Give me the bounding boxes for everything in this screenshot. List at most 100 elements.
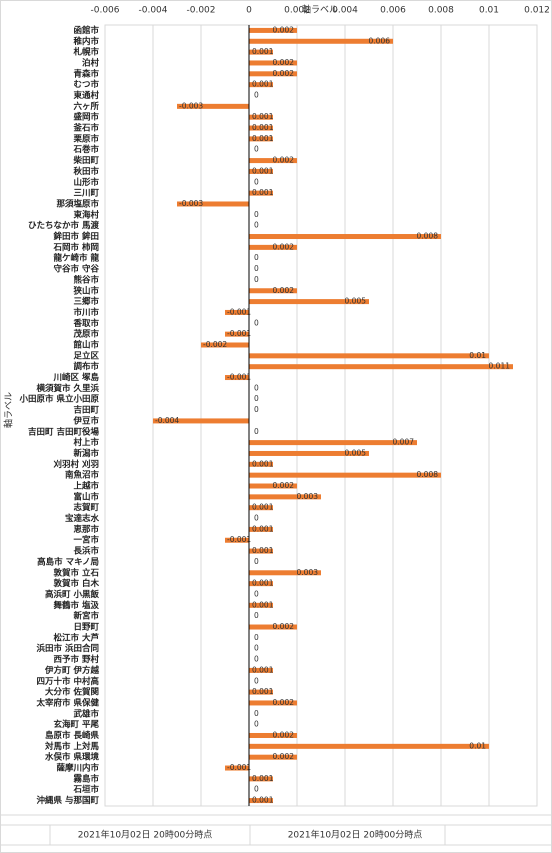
bar: [249, 743, 489, 749]
bar: [225, 309, 249, 315]
y-axis-title: 軸ラベル: [3, 392, 15, 428]
y-tick-label: 西予市 野村: [54, 654, 100, 665]
y-tick-label: 六ヶ所: [73, 101, 99, 112]
value-label: 0: [254, 318, 259, 327]
y-tick-label: 秋田市: [72, 166, 99, 177]
value-label: 0.002: [273, 698, 295, 707]
value-label: 0.001: [252, 600, 274, 609]
y-tick-label: 高島市 マキノ局: [37, 556, 99, 567]
y-tick-label: ひたちなか市 馬渡: [28, 220, 99, 231]
y-tick-label: 新宮市: [73, 611, 99, 622]
value-label: 0.001: [252, 134, 274, 143]
bar: [249, 754, 297, 760]
bar: [249, 71, 297, 77]
bar: [153, 418, 249, 424]
bar: [249, 570, 321, 576]
y-tick-label: 水俣市 県環境: [44, 752, 99, 763]
bar: [225, 765, 249, 771]
y-tick-label: 栗原市: [72, 133, 99, 144]
y-tick-label: 香取市: [72, 318, 99, 329]
y-tick-label: 市川市: [73, 307, 99, 318]
y-tick-label: 玄海町 平尾: [54, 719, 100, 730]
x-tick-label: 0.008: [428, 6, 454, 16]
bar: [249, 624, 297, 630]
bar: [249, 125, 273, 131]
x-tick-label: 0.006: [380, 6, 406, 16]
value-label: 0: [254, 405, 259, 414]
value-label: 0.001: [252, 112, 274, 121]
y-tick-label: 志賀町: [73, 502, 99, 513]
value-label: -0.004: [155, 416, 179, 425]
y-tick-label: 館山市: [72, 339, 99, 350]
x-tick-label: 0.01: [479, 6, 499, 16]
y-tick-label: 稚内市: [73, 36, 99, 47]
value-label: 0: [254, 611, 259, 620]
value-label: 0.002: [273, 242, 295, 251]
y-tick-label: 吉田町: [73, 405, 99, 416]
value-label: 0: [254, 655, 259, 664]
bar: [249, 483, 297, 489]
value-label: 0: [254, 221, 259, 230]
bar: [249, 494, 321, 500]
value-label: -0.001: [227, 763, 251, 772]
y-tick-label: 函館市: [73, 25, 99, 36]
value-label: 0.001: [252, 166, 274, 175]
value-label: -0.003: [179, 101, 203, 110]
bar: [249, 299, 369, 305]
y-tick-label: 守谷市 守谷: [54, 264, 100, 275]
bar: [249, 602, 273, 608]
y-tick-label: 上越市: [73, 481, 99, 492]
value-label: 0: [254, 589, 259, 598]
bar: [249, 526, 273, 532]
y-tick-label: 石岡市 柿岡: [53, 242, 99, 253]
bar: [177, 103, 249, 109]
bar: [249, 168, 273, 174]
value-label: 0: [254, 709, 259, 718]
y-tick-label: 釜石市: [72, 123, 99, 134]
bar: [249, 190, 273, 196]
x-tick-label: 0: [246, 6, 252, 16]
y-tick-label: 沖縄県 与那国町: [37, 795, 100, 806]
value-label: 0: [254, 785, 259, 794]
bar: [249, 82, 273, 88]
value-label: -0.001: [227, 535, 251, 544]
value-label: 0.002: [273, 156, 295, 165]
y-tick-label: 三郷市: [73, 296, 99, 307]
y-tick-label: 霧島市: [72, 773, 99, 784]
value-label: 0.001: [252, 665, 274, 674]
value-label: 0.003: [297, 492, 319, 501]
value-label: 0.002: [273, 622, 295, 631]
value-label: -0.001: [227, 329, 251, 338]
y-tick-label: 東海村: [73, 209, 99, 220]
bar: [177, 201, 249, 207]
y-tick-label: 足立区: [73, 350, 99, 361]
y-tick-label: 四万十市 中村高: [37, 676, 100, 687]
bar: [249, 60, 297, 66]
bar: [249, 689, 273, 695]
y-tick-label: 茂原市: [72, 329, 99, 340]
y-tick-label: 南魚沼市: [65, 470, 100, 481]
y-tick-label: 一宮市: [73, 535, 99, 546]
y-tick-label: 大分市 佐賀関: [45, 687, 99, 698]
value-label: 0: [254, 264, 259, 273]
y-tick-label: 那須塩原市: [56, 198, 99, 209]
bar: [249, 461, 273, 467]
bar: [249, 114, 273, 120]
value-label: 0.006: [369, 36, 391, 45]
y-tick-label: 伊方町 伊方越: [44, 665, 99, 676]
bar: [249, 244, 297, 250]
value-label: 0: [254, 394, 259, 403]
y-tick-label: 柴田町: [72, 155, 99, 166]
value-label: -0.001: [227, 307, 251, 316]
y-tick-label: 恵那市: [73, 524, 99, 535]
y-tick-label: 泊村: [82, 57, 100, 68]
bar: [249, 667, 273, 673]
bar: [249, 732, 297, 738]
value-label: 0: [254, 514, 259, 523]
value-label: 0.001: [252, 123, 274, 132]
value-label: 0.001: [252, 796, 274, 805]
value-label: 0.001: [252, 546, 274, 555]
x-tick-label: -0.002: [186, 6, 215, 16]
